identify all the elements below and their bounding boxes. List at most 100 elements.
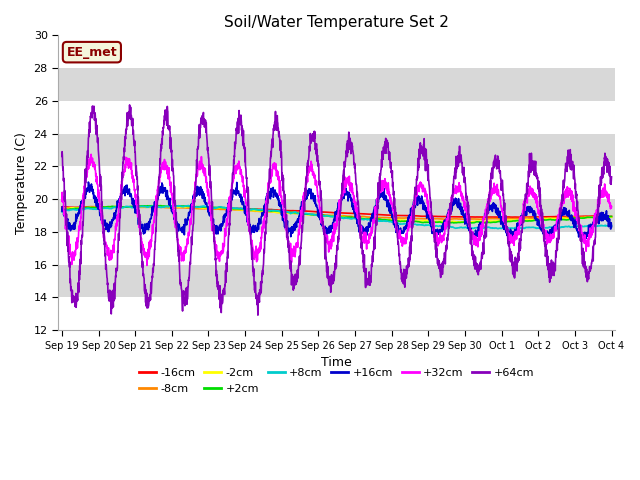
-2cm	[112, 204, 120, 209]
Bar	[58, 264, 615, 298]
+64cm	[497, 176, 504, 181]
+16cm	[353, 215, 360, 220]
-2cm	[353, 215, 360, 221]
+2cm	[497, 219, 504, 225]
+32cm	[143, 263, 151, 268]
+8cm	[58, 209, 66, 215]
Text: EE_met: EE_met	[67, 46, 117, 59]
Title: Soil/Water Temperature Set 2: Soil/Water Temperature Set 2	[224, 15, 449, 30]
-8cm	[559, 215, 567, 220]
+32cm	[559, 196, 567, 202]
-2cm	[497, 218, 504, 224]
+64cm	[575, 225, 582, 230]
-8cm	[365, 214, 372, 220]
-16cm	[365, 211, 372, 217]
Line: -8cm: -8cm	[62, 207, 612, 219]
Bar	[58, 298, 615, 330]
+64cm	[608, 174, 616, 180]
+32cm	[87, 152, 95, 157]
-16cm	[559, 214, 567, 219]
-16cm	[575, 214, 582, 219]
+2cm	[152, 203, 160, 208]
+64cm	[559, 178, 567, 183]
Bar	[58, 133, 615, 167]
+8cm	[559, 224, 567, 230]
Line: +2cm: +2cm	[62, 205, 612, 223]
-16cm	[497, 215, 504, 220]
X-axis label: Time: Time	[321, 356, 352, 369]
-8cm	[476, 216, 484, 222]
+8cm	[608, 223, 616, 229]
-2cm	[559, 215, 567, 221]
+64cm	[254, 312, 262, 318]
+64cm	[365, 276, 372, 282]
+2cm	[465, 220, 473, 226]
+2cm	[353, 216, 360, 221]
Line: +32cm: +32cm	[62, 155, 612, 265]
+8cm	[497, 225, 504, 231]
Bar	[58, 167, 615, 199]
-2cm	[212, 205, 220, 211]
-2cm	[575, 215, 582, 221]
-8cm	[608, 214, 616, 219]
+2cm	[575, 215, 582, 221]
+2cm	[212, 204, 220, 210]
Bar	[58, 36, 615, 68]
+16cm	[212, 228, 220, 234]
Line: +8cm: +8cm	[62, 205, 612, 228]
-16cm	[608, 214, 616, 219]
+8cm	[365, 216, 372, 222]
-8cm	[497, 216, 504, 222]
+16cm	[575, 234, 582, 240]
Legend: -16cm, -8cm, -2cm, +2cm, +8cm, +16cm, +32cm, +64cm: -16cm, -8cm, -2cm, +2cm, +8cm, +16cm, +3…	[135, 364, 538, 398]
+64cm	[58, 154, 66, 159]
+64cm	[353, 194, 361, 200]
+32cm	[212, 243, 220, 249]
-8cm	[212, 206, 220, 212]
-8cm	[119, 204, 127, 210]
Bar	[58, 199, 615, 232]
+2cm	[608, 214, 616, 219]
+16cm	[497, 214, 504, 219]
-8cm	[353, 214, 360, 220]
+16cm	[58, 208, 66, 214]
-2cm	[58, 205, 66, 211]
Line: +64cm: +64cm	[62, 105, 612, 315]
+64cm	[126, 102, 134, 108]
-16cm	[212, 205, 220, 211]
+32cm	[497, 204, 504, 210]
+8cm	[212, 205, 220, 211]
-2cm	[608, 214, 616, 220]
-8cm	[575, 214, 582, 220]
-2cm	[454, 219, 461, 225]
-8cm	[58, 205, 66, 211]
+8cm	[575, 223, 582, 229]
+16cm	[608, 224, 616, 229]
+32cm	[58, 197, 66, 203]
+2cm	[365, 216, 372, 222]
-16cm	[353, 211, 360, 216]
Bar	[58, 68, 615, 101]
-16cm	[58, 204, 66, 210]
+32cm	[608, 204, 616, 209]
Line: -16cm: -16cm	[62, 207, 612, 217]
+16cm	[559, 212, 567, 217]
+16cm	[508, 238, 515, 244]
+2cm	[559, 216, 567, 222]
+32cm	[353, 204, 361, 210]
+64cm	[212, 257, 220, 263]
+2cm	[58, 206, 66, 212]
+16cm	[365, 220, 372, 226]
Bar	[58, 232, 615, 264]
-16cm	[86, 204, 93, 210]
+8cm	[184, 203, 192, 208]
+32cm	[365, 237, 372, 242]
+32cm	[575, 219, 582, 225]
Y-axis label: Temperature (C): Temperature (C)	[15, 132, 28, 234]
Line: -2cm: -2cm	[62, 206, 612, 222]
+16cm	[84, 179, 92, 185]
-16cm	[518, 215, 526, 220]
+8cm	[494, 226, 502, 231]
+8cm	[353, 216, 360, 222]
-2cm	[365, 216, 372, 222]
